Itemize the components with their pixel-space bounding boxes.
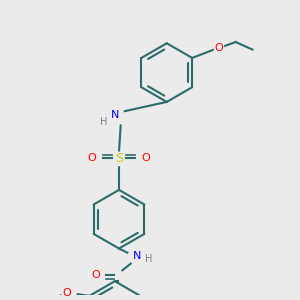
Text: O: O bbox=[62, 288, 71, 298]
Text: O: O bbox=[91, 270, 100, 280]
Text: O: O bbox=[141, 153, 150, 163]
Text: N: N bbox=[133, 251, 142, 261]
Text: H: H bbox=[100, 117, 108, 127]
Text: S: S bbox=[115, 152, 123, 165]
Text: O: O bbox=[214, 43, 223, 53]
Text: O: O bbox=[88, 153, 97, 163]
Text: N: N bbox=[111, 110, 119, 120]
Text: H: H bbox=[146, 254, 153, 264]
